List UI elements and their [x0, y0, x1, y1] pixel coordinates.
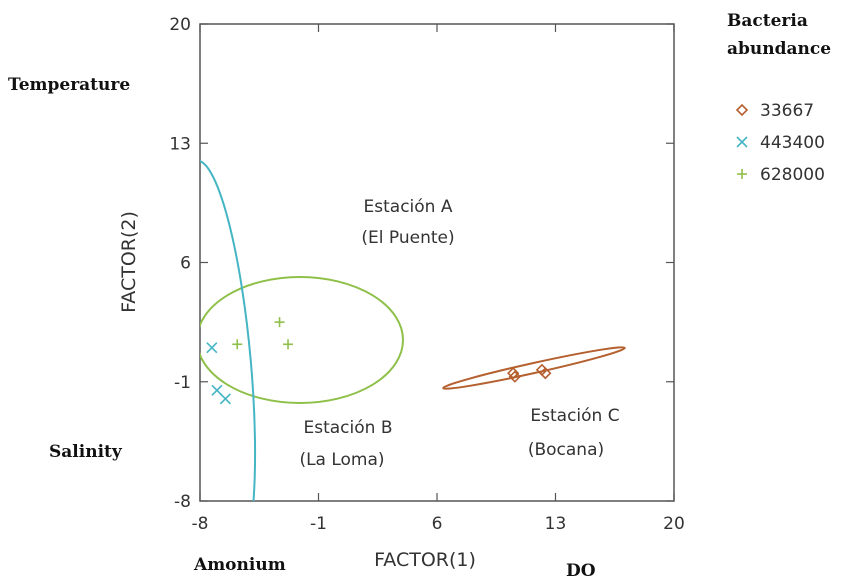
station-c-sublabel: (Bocana) — [528, 440, 604, 460]
ellipse-443400 — [200, 159, 257, 501]
data-point-33667 — [507, 367, 520, 380]
x-tick-label: 20 — [663, 514, 685, 534]
data-point-628000 — [283, 339, 294, 350]
x-tick-label: -1 — [310, 514, 327, 534]
legend-marker-443400 — [736, 136, 748, 148]
do-label: DO — [566, 561, 596, 581]
confidence-ellipses — [200, 159, 626, 501]
y-tick-label: 6 — [180, 254, 191, 274]
data-point-443400 — [206, 342, 218, 354]
legend-title-line2: abundance — [727, 39, 831, 59]
data-point-443400 — [219, 393, 231, 405]
y-axis-label: FACTOR(2) — [118, 211, 140, 313]
station-b-sublabel: (La Loma) — [299, 450, 384, 470]
data-point-443400 — [211, 384, 223, 396]
x-tick-label: -8 — [192, 514, 209, 534]
legend-items: 33667 443400 628000 — [735, 101, 825, 185]
y-tick-label: -8 — [174, 492, 191, 512]
ellipse-33667 — [442, 346, 626, 390]
legend-marker-628000 — [737, 169, 747, 179]
plot-area-frame — [199, 23, 675, 502]
y-tick-label: 20 — [169, 15, 191, 35]
station-c-label: Estación C — [530, 406, 619, 426]
y-tick-label: 13 — [169, 134, 191, 154]
legend: Bacteria abundance 33667 443400 628000 — [727, 11, 831, 185]
legend-label-443400: 443400 — [760, 133, 825, 153]
x-axis-label: FACTOR(1) — [374, 549, 476, 571]
axis-ticks: -8 -1 6 13 20 20 13 6 -1 -8 — [169, 15, 684, 534]
data-point-33667 — [508, 370, 522, 383]
amonium-label: Amonium — [193, 555, 286, 575]
station-a-label: Estación A — [364, 197, 453, 217]
data-points — [206, 317, 552, 405]
salinity-label: Salinity — [49, 442, 123, 462]
legend-title-line1: Bacteria — [727, 11, 808, 31]
temperature-label: Temperature — [8, 75, 130, 95]
legend-label-628000: 628000 — [760, 165, 825, 185]
station-b-label: Estación B — [304, 418, 393, 438]
legend-label-33667: 33667 — [760, 101, 814, 121]
y-tick-label: -1 — [174, 373, 191, 393]
data-point-628000 — [274, 317, 285, 328]
legend-marker-33667 — [735, 103, 749, 117]
ellipse-628000 — [200, 276, 404, 404]
data-point-628000 — [232, 339, 243, 350]
station-a-sublabel: (El Puente) — [361, 228, 454, 248]
x-tick-label: 6 — [432, 514, 443, 534]
data-point-33667 — [539, 367, 552, 380]
x-tick-label: 13 — [545, 514, 567, 534]
